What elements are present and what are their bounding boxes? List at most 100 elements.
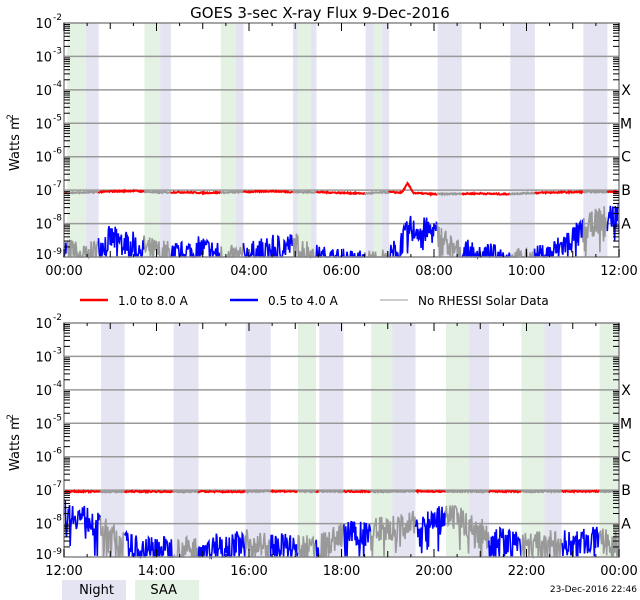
no-rhessi-short-channel-line	[436, 223, 462, 258]
flare-class-label: B	[621, 183, 631, 199]
band-legend-swatch	[135, 580, 199, 600]
saa-band	[144, 23, 161, 257]
x-tick-label: 00:00	[600, 564, 637, 579]
no-rhessi-long-channel-line	[520, 489, 562, 495]
no-rhessi-long-channel-line	[436, 191, 463, 197]
y-tick-label: 10	[35, 17, 52, 32]
long-channel-line	[315, 190, 366, 196]
no-rhessi-long-channel-line	[370, 489, 416, 494]
saa-band	[446, 323, 469, 557]
y-tick-exponent: -9	[53, 247, 62, 257]
no-rhessi-long-channel-line	[245, 488, 271, 494]
long-channel-line	[170, 190, 222, 196]
chart-title: GOES 3-sec X-ray Flux 9-Dec-2016	[190, 4, 450, 22]
short-channel-line	[123, 529, 174, 559]
night-band	[160, 23, 171, 257]
flare-class-label: M	[620, 416, 632, 432]
y-axis-label-exponent: -2	[6, 414, 16, 423]
y-tick-exponent: -6	[53, 147, 62, 157]
x-tick-label: 00:00	[45, 264, 82, 279]
long-channel-line	[123, 489, 174, 495]
long-channel-line	[315, 490, 320, 494]
y-tick-exponent: -5	[53, 413, 62, 423]
y-tick-label: 10	[35, 548, 52, 563]
night-band	[319, 323, 344, 557]
y-tick-exponent: -7	[53, 480, 62, 490]
saa-band	[297, 23, 311, 257]
y-tick-label: 10	[35, 248, 52, 263]
long-channel-line	[343, 489, 372, 494]
x-tick-label: 06:00	[323, 264, 360, 279]
flare-class-label: B	[621, 483, 631, 499]
y-tick-label: 10	[35, 384, 52, 399]
flare-class-label: X	[621, 383, 631, 399]
y-tick-exponent: -8	[53, 514, 62, 524]
y-tick-label: 10	[35, 451, 52, 466]
y-tick-label: 10	[35, 84, 52, 99]
night-band	[468, 323, 490, 557]
long-channel-line	[561, 489, 601, 494]
y-tick-exponent: -2	[53, 13, 62, 23]
short-channel-line	[97, 226, 145, 258]
short-channel-line	[242, 234, 294, 258]
no-rhessi-long-channel-line	[508, 191, 536, 196]
y-tick-exponent: -8	[53, 214, 62, 224]
saa-band	[220, 23, 237, 257]
short-channel-line	[461, 239, 511, 260]
short-channel-line	[414, 506, 447, 554]
no-rhessi-long-channel-line	[66, 190, 99, 195]
short-channel-line	[170, 236, 221, 258]
flare-class-label: M	[620, 116, 632, 132]
legend-label: 0.5 to 4.0 A	[268, 294, 339, 308]
x-tick-label: 04:00	[230, 264, 267, 279]
x-tick-label: 20:00	[415, 564, 452, 579]
no-rhessi-long-channel-line	[582, 189, 608, 195]
y-tick-exponent: -3	[53, 346, 62, 356]
band-legend-label: SAA	[150, 583, 177, 598]
y-tick-exponent: -3	[53, 46, 62, 56]
no-rhessi-short-channel-line	[244, 528, 272, 558]
x-tick-label: 12:00	[600, 264, 637, 279]
x-tick-label: 12:00	[45, 564, 82, 579]
x-tick-label: 10:00	[508, 264, 545, 279]
y-tick-label: 10	[35, 117, 52, 132]
y-tick-exponent: -4	[53, 80, 62, 90]
no-rhessi-long-channel-line	[172, 489, 200, 495]
night-band	[245, 323, 271, 557]
y-tick-label: 10	[35, 184, 52, 199]
y-tick-label: 10	[35, 484, 52, 499]
short-channel-line	[269, 533, 299, 558]
night-band	[437, 23, 462, 257]
night-band	[382, 23, 390, 257]
long-channel-line	[97, 188, 145, 195]
no-rhessi-short-channel-line	[444, 504, 490, 557]
saa-band	[373, 23, 383, 257]
y-tick-label: 10	[35, 317, 52, 332]
y-tick-exponent: -4	[53, 380, 62, 390]
short-channel-line	[343, 520, 372, 558]
y-tick-exponent: -6	[53, 447, 62, 457]
no-rhessi-long-channel-line	[297, 489, 316, 494]
y-tick-exponent: -9	[53, 547, 62, 557]
flare-class-label: C	[621, 150, 631, 166]
short-channel-line	[388, 215, 438, 258]
long-channel-line	[270, 488, 298, 494]
no-rhessi-long-channel-line	[100, 489, 125, 494]
no-rhessi-long-channel-line	[364, 189, 390, 196]
y-tick-label: 10	[35, 350, 52, 365]
y-tick-label: 10	[35, 518, 52, 533]
short-channel-line	[488, 526, 522, 558]
saa-band	[67, 23, 86, 257]
flare-class-label: X	[621, 83, 631, 99]
y-tick-label: 10	[35, 417, 52, 432]
night-band	[101, 323, 125, 557]
y-tick-exponent: -5	[53, 113, 62, 123]
x-tick-label: 14:00	[138, 564, 175, 579]
night-band	[85, 23, 99, 257]
band-legend-label: Night	[79, 583, 114, 598]
x-tick-label: 18:00	[323, 564, 360, 579]
short-channel-line	[606, 203, 620, 241]
night-band	[510, 23, 535, 257]
long-channel-line	[63, 489, 102, 494]
